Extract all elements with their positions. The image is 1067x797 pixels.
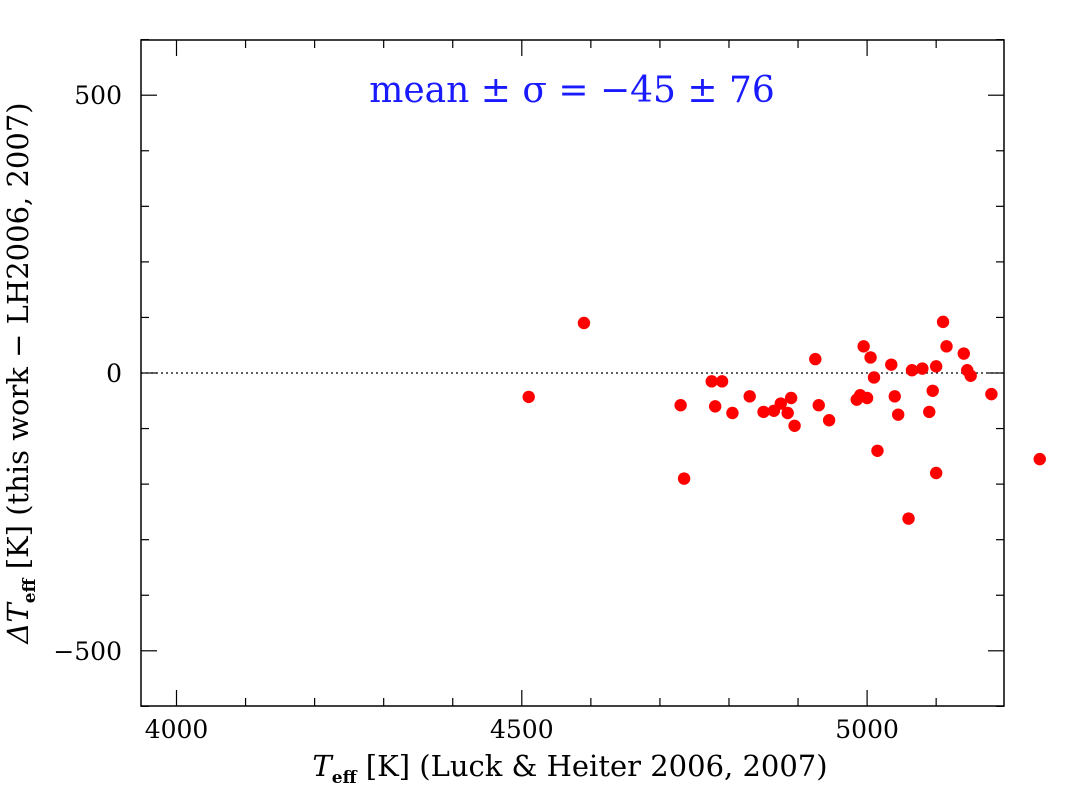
data-point: [888, 390, 901, 403]
data-point: [929, 360, 943, 373]
y-tick-label: 0: [106, 359, 122, 388]
x-tick-label: 4000: [145, 715, 209, 744]
data-point: [705, 375, 718, 388]
data-point: [781, 406, 794, 420]
y-axis-label: ΔTeff [K] (this work − LH2006, 2007): [1, 102, 40, 644]
data-point: [577, 316, 591, 330]
data-point: [902, 512, 915, 525]
data-point: [784, 391, 798, 405]
data-point: [788, 419, 801, 432]
plot-area: [141, 372, 1004, 374]
data-points: [522, 315, 1046, 525]
data-point: [957, 347, 970, 360]
data-point: [923, 405, 936, 419]
y-tick-label: 500: [74, 81, 122, 110]
data-point: [708, 400, 722, 413]
data-point: [857, 340, 870, 353]
data-point: [964, 369, 977, 382]
data-point: [891, 408, 905, 421]
data-point: [916, 362, 929, 375]
x-tick-label: 4500: [490, 715, 554, 744]
data-point: [743, 390, 756, 403]
data-point: [985, 387, 998, 401]
data-point: [867, 371, 881, 384]
data-point: [936, 315, 950, 329]
data-point: [885, 358, 898, 371]
data-point: [774, 397, 787, 410]
mean-sigma-annotation: mean ± σ = −45 ± 76: [369, 70, 775, 111]
data-point: [926, 384, 939, 397]
data-point: [809, 352, 822, 366]
data-point: [726, 406, 739, 420]
data-point: [812, 399, 825, 412]
x-axis-label: Teff [K] (Luck & Heiter 2006, 2007): [312, 749, 827, 788]
y-tick-label: −500: [53, 637, 122, 666]
data-point: [677, 472, 691, 485]
data-point: [871, 444, 884, 457]
data-point: [715, 375, 729, 388]
data-point: [929, 466, 943, 480]
x-tick-label: 5000: [835, 715, 899, 744]
data-point: [940, 340, 953, 353]
data-point: [905, 364, 919, 377]
data-point: [822, 414, 836, 427]
axis-ticks: 4000450050005500600065005000−500: [53, 39, 1004, 744]
plot-frame: [140, 39, 1005, 707]
data-point: [864, 351, 877, 364]
data-point: [674, 399, 687, 412]
data-point: [757, 405, 770, 419]
data-point: [1033, 452, 1046, 466]
data-point: [860, 391, 874, 405]
data-point: [522, 390, 535, 404]
